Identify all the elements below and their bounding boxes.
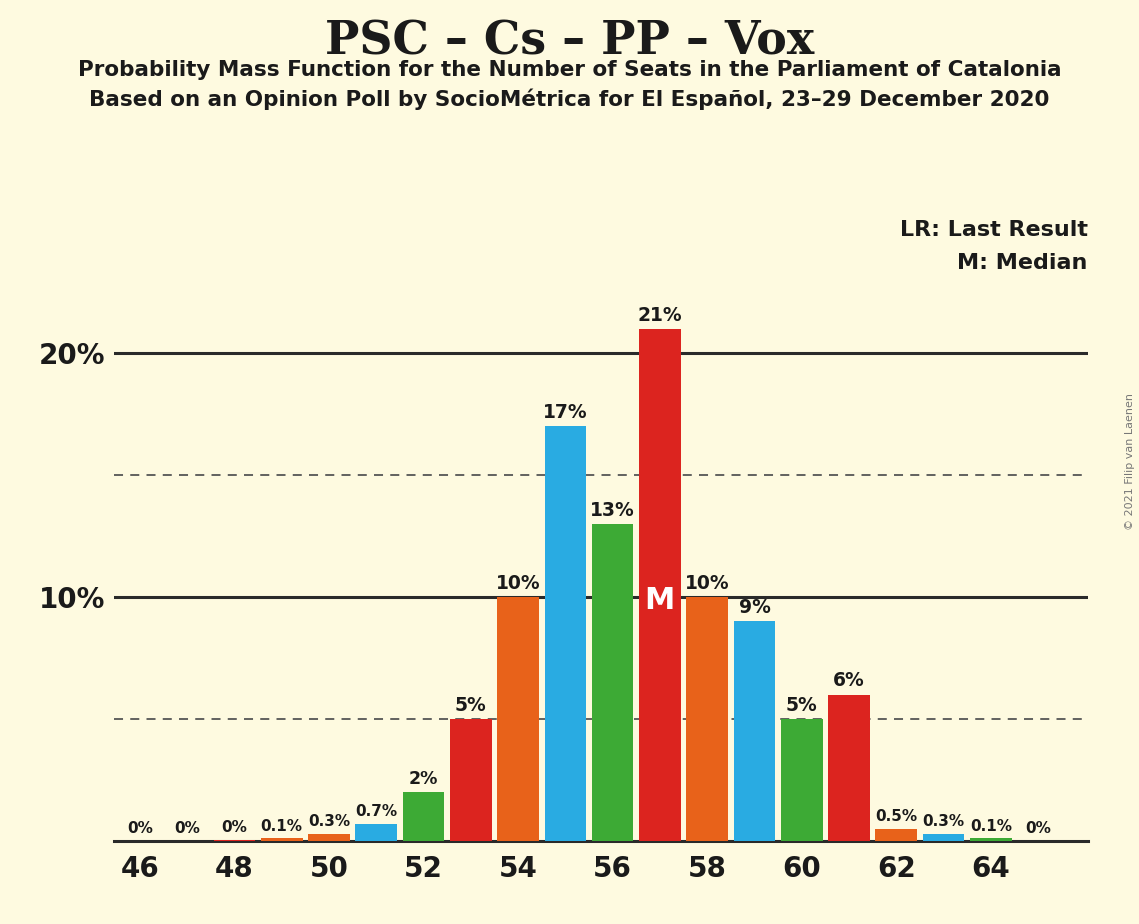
Text: 0%: 0% bbox=[126, 821, 153, 836]
Bar bbox=[261, 838, 303, 841]
Bar bbox=[214, 840, 255, 841]
Bar bbox=[592, 524, 633, 841]
Bar bbox=[309, 833, 350, 841]
Bar bbox=[734, 622, 776, 841]
Text: LR: LR bbox=[689, 744, 724, 768]
Text: 9%: 9% bbox=[738, 598, 770, 617]
Text: 10%: 10% bbox=[495, 574, 540, 592]
Bar bbox=[923, 833, 965, 841]
Bar bbox=[544, 426, 587, 841]
Text: M: Median: M: Median bbox=[958, 253, 1088, 274]
Text: 5%: 5% bbox=[454, 696, 486, 714]
Bar bbox=[828, 695, 870, 841]
Text: 10%: 10% bbox=[685, 574, 729, 592]
Text: 17%: 17% bbox=[543, 403, 588, 422]
Text: 5%: 5% bbox=[786, 696, 818, 714]
Bar bbox=[876, 829, 917, 841]
Text: 0.7%: 0.7% bbox=[355, 805, 398, 820]
Text: 0.3%: 0.3% bbox=[308, 814, 350, 829]
Text: M: M bbox=[645, 586, 675, 614]
Text: LR: Last Result: LR: Last Result bbox=[900, 220, 1088, 240]
Bar bbox=[355, 824, 398, 841]
Text: 0%: 0% bbox=[221, 821, 247, 835]
Text: 13%: 13% bbox=[590, 501, 636, 519]
Text: 0.1%: 0.1% bbox=[261, 819, 303, 834]
Text: 0.1%: 0.1% bbox=[969, 819, 1011, 834]
Bar bbox=[403, 792, 444, 841]
Text: 2%: 2% bbox=[409, 770, 439, 787]
Bar bbox=[781, 719, 822, 841]
Bar bbox=[639, 329, 681, 841]
Text: Probability Mass Function for the Number of Seats in the Parliament of Catalonia: Probability Mass Function for the Number… bbox=[77, 60, 1062, 80]
Bar bbox=[498, 597, 539, 841]
Text: 0.3%: 0.3% bbox=[923, 814, 965, 829]
Bar bbox=[970, 838, 1011, 841]
Text: PSC – Cs – PP – Vox: PSC – Cs – PP – Vox bbox=[325, 18, 814, 65]
Text: 21%: 21% bbox=[638, 306, 682, 324]
Text: © 2021 Filip van Laenen: © 2021 Filip van Laenen bbox=[1125, 394, 1134, 530]
Text: 0.5%: 0.5% bbox=[875, 809, 917, 824]
Text: Based on an Opinion Poll by SocioMétrica for El Español, 23–29 December 2020: Based on an Opinion Poll by SocioMétrica… bbox=[89, 89, 1050, 110]
Text: 0%: 0% bbox=[1025, 821, 1051, 836]
Bar bbox=[687, 597, 728, 841]
Text: 6%: 6% bbox=[833, 671, 865, 690]
Text: 0%: 0% bbox=[174, 821, 200, 836]
Bar bbox=[450, 719, 492, 841]
